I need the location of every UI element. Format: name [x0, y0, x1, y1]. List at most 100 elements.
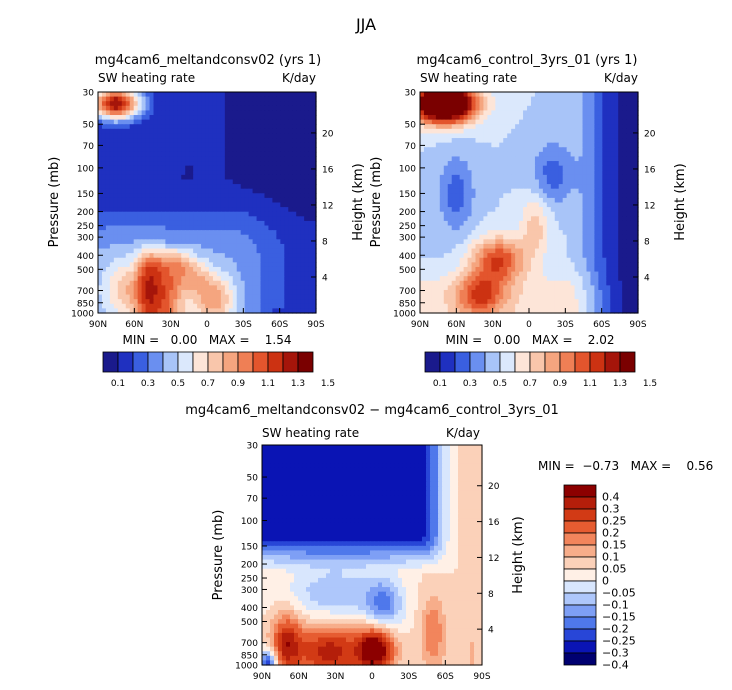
- contour-cell: [232, 147, 238, 153]
- contour-cell: [288, 174, 293, 181]
- contour-cell: [431, 225, 437, 231]
- contour-cell: [101, 156, 107, 162]
- contour-cell: [610, 276, 615, 282]
- contour-cell: [634, 243, 639, 250]
- contour-cell: [423, 147, 429, 153]
- contour-cell: [276, 289, 281, 296]
- contour-cell: [296, 276, 301, 282]
- contour-cell: [527, 170, 532, 176]
- contour-cell: [546, 142, 552, 148]
- contour-cell: [272, 142, 277, 148]
- contour-cell: [201, 119, 206, 125]
- contour-cell: [276, 220, 281, 227]
- contour-cell: [542, 239, 548, 245]
- contour-cell: [113, 142, 119, 148]
- contour-cell: [420, 174, 425, 181]
- contour-cell: [558, 243, 564, 250]
- contour-cell: [157, 285, 163, 291]
- contour-cell: [169, 303, 174, 309]
- contour-cell: [208, 266, 214, 273]
- contour-cell: [467, 110, 473, 116]
- contour-cell: [109, 280, 115, 286]
- contour-cell: [594, 133, 599, 139]
- contour-cell: [109, 142, 115, 148]
- contour-cell: [562, 92, 568, 98]
- contour-cell: [268, 266, 273, 273]
- contour-cell: [618, 271, 623, 277]
- contour-cell: [491, 101, 496, 107]
- contour-cell: [268, 124, 273, 130]
- contour-cell: [634, 207, 639, 213]
- contour-cell: [201, 142, 206, 148]
- contour-cell: [626, 253, 631, 259]
- contour-cell: [201, 211, 206, 217]
- contour-cell: [534, 276, 540, 282]
- contour-cell: [252, 211, 258, 217]
- contour-cell: [272, 207, 277, 213]
- contour-cell: [236, 142, 242, 148]
- contour-cell: [483, 179, 488, 185]
- contour-cell: [542, 216, 548, 222]
- contour-cell: [105, 276, 111, 282]
- contour-cell: [232, 202, 238, 208]
- contour-cell: [503, 151, 508, 158]
- contour-cell: [443, 234, 449, 240]
- contour-cell: [527, 211, 532, 217]
- contour-cell: [308, 271, 313, 277]
- contour-cell: [268, 101, 273, 107]
- contour-cell: [153, 128, 159, 135]
- contour-cell: [101, 96, 107, 102]
- contour-cell: [566, 161, 572, 167]
- contour-cell: [145, 115, 151, 121]
- contour-cell: [193, 151, 198, 158]
- contour-cell: [113, 147, 119, 153]
- contour-cell: [622, 138, 627, 144]
- contour-cell: [578, 276, 584, 282]
- contour-cell: [185, 184, 190, 190]
- contour-cell: [125, 188, 131, 194]
- contour-cell: [471, 151, 477, 158]
- contour-cell: [240, 197, 246, 204]
- contour-cell: [149, 96, 155, 102]
- contour-cell: [542, 142, 548, 148]
- contour-cell: [471, 110, 477, 116]
- contour-cell: [212, 174, 218, 181]
- contour-cell: [459, 156, 465, 162]
- contour-cell: [519, 105, 524, 112]
- contour-cell: [491, 147, 496, 153]
- contour-cell: [145, 271, 151, 277]
- contour-cell: [181, 262, 186, 268]
- contour-cell: [201, 202, 206, 208]
- contour-cell: [487, 262, 492, 268]
- contour-cell: [435, 243, 441, 250]
- contour-cell: [256, 119, 262, 125]
- contour-cell: [542, 262, 548, 268]
- contour-cell: [582, 202, 588, 208]
- contour-cell: [236, 289, 242, 296]
- contour-cell: [145, 105, 151, 112]
- contour-cell: [157, 234, 163, 240]
- contour-cell: [244, 299, 250, 305]
- contour-cell: [165, 257, 170, 263]
- contour-cell: [622, 234, 627, 240]
- contour-cell: [228, 165, 234, 171]
- contour-cell: [511, 119, 516, 125]
- contour-cell: [169, 262, 174, 268]
- contour-cell: [515, 239, 520, 245]
- contour-cell: [177, 110, 182, 116]
- p2-right-string: K/day: [604, 71, 638, 85]
- contour-cell: [451, 225, 457, 231]
- contour-cell: [169, 299, 174, 305]
- contour-cell: [288, 308, 293, 314]
- contour-cell: [256, 128, 262, 135]
- contour-cell: [447, 151, 453, 158]
- contour-cell: [224, 276, 230, 282]
- contour-cell: [304, 142, 309, 148]
- contour-cell: [538, 276, 544, 282]
- contour-cell: [228, 308, 234, 314]
- contour-cell: [296, 308, 301, 314]
- contour-cell: [212, 184, 218, 190]
- contour-cell: [280, 202, 285, 208]
- contour-cell: [626, 105, 631, 112]
- contour-cell: [157, 184, 163, 190]
